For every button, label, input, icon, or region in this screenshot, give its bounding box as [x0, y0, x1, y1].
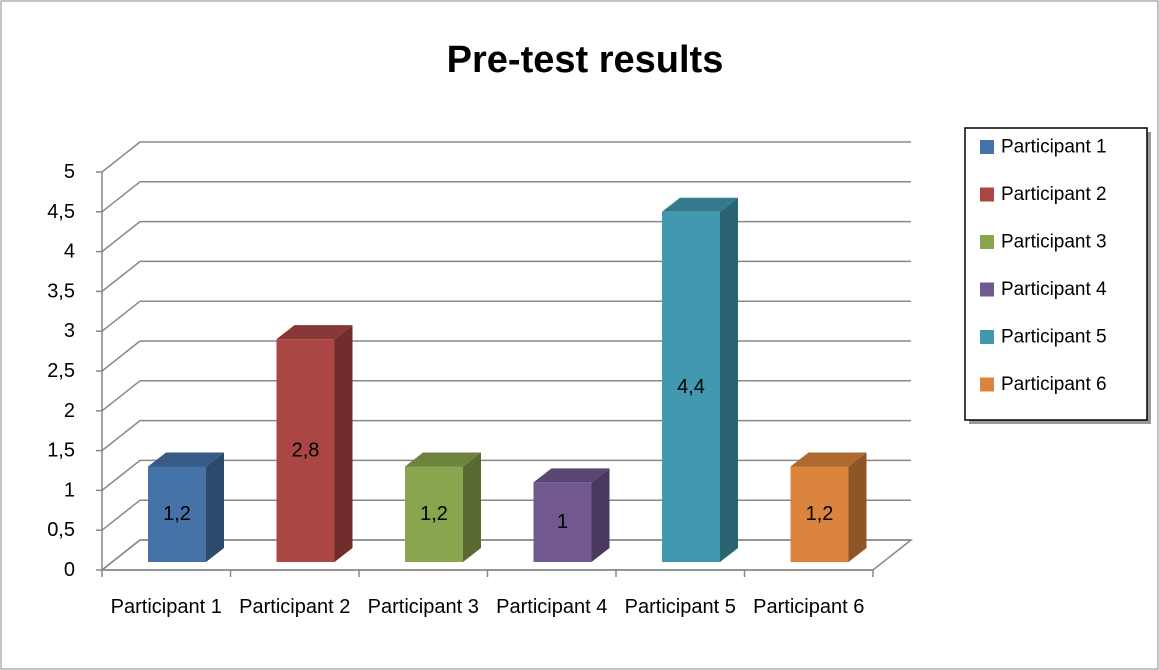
bar-side: [334, 325, 353, 562]
bar-side: [720, 197, 738, 562]
bar-side: [848, 452, 867, 562]
grid-line-side: [101, 459, 141, 491]
grid-line-side: [101, 181, 141, 213]
grid-line-side: [101, 539, 141, 571]
legend-swatch: [980, 377, 994, 392]
bar: [405, 466, 463, 562]
bar-top: [662, 197, 738, 212]
bar-side: [591, 468, 610, 562]
bar: [276, 339, 335, 562]
grid-line-side: [101, 380, 141, 412]
legend-label: Participant 4: [1001, 279, 1107, 300]
legend-swatch: [980, 282, 994, 297]
legend-label: Participant 5: [1001, 327, 1107, 348]
legend-box: [964, 127, 1148, 421]
x-tick-label: Participant 2: [239, 596, 351, 618]
grid-line-side: [101, 499, 141, 531]
value-label: 1,2: [420, 503, 448, 525]
x-tick-label: Participant 4: [496, 596, 608, 618]
bar-top: [790, 452, 867, 467]
bar: [533, 482, 592, 562]
y-tick-label: 1: [64, 479, 75, 501]
value-label: 1: [557, 511, 568, 533]
y-tick-label: 4,5: [47, 201, 75, 223]
y-tick-label: 4: [64, 241, 75, 263]
grid-line-side: [101, 260, 141, 292]
y-tick-label: 3,5: [47, 280, 75, 302]
x-tick-label: Participant 1: [110, 596, 222, 618]
bar: [662, 211, 720, 562]
x-tick-label: Participant 3: [367, 596, 479, 618]
x-tick-label: Participant 6: [753, 596, 865, 618]
value-label: 1,2: [163, 503, 191, 525]
y-tick-label: 0,5: [47, 519, 75, 541]
value-label: 4,4: [677, 376, 705, 398]
legend-swatch: [980, 140, 994, 154]
bar-side: [206, 452, 224, 562]
y-tick-label: 3: [64, 320, 75, 342]
bar: [790, 466, 849, 562]
bar-side: [463, 452, 481, 562]
y-tick-label: 1,5: [47, 440, 75, 462]
legend-label: Participant 1: [1001, 137, 1107, 158]
y-tick-label: 5: [64, 161, 75, 183]
grid-line-side: [101, 420, 141, 452]
legend-swatch: [980, 330, 994, 344]
y-tick-label: 2,5: [47, 360, 75, 382]
value-label: 2,8: [292, 440, 320, 462]
legend-swatch: [980, 187, 994, 202]
bar-top: [276, 325, 353, 340]
x-tick-label: Participant 5: [624, 596, 736, 618]
grid-line-side: [101, 221, 141, 253]
legend-label: Participant 2: [1001, 184, 1107, 205]
legend-label: Participant 3: [1001, 232, 1107, 253]
grid-line-side: [101, 141, 141, 173]
bar-top: [405, 452, 481, 467]
y-tick-label: 0: [64, 559, 75, 581]
bar-top: [533, 468, 610, 483]
value-label: 1,2: [806, 503, 834, 525]
grid-line-side: [101, 300, 141, 332]
bar: [148, 466, 206, 562]
legend-label: Participant 6: [1001, 374, 1107, 395]
bar-top: [148, 452, 224, 467]
legend-swatch: [980, 235, 994, 249]
y-tick-label: 2: [64, 400, 75, 422]
chart-title: Pre-test results: [447, 39, 724, 81]
grid-line-side: [101, 340, 141, 372]
